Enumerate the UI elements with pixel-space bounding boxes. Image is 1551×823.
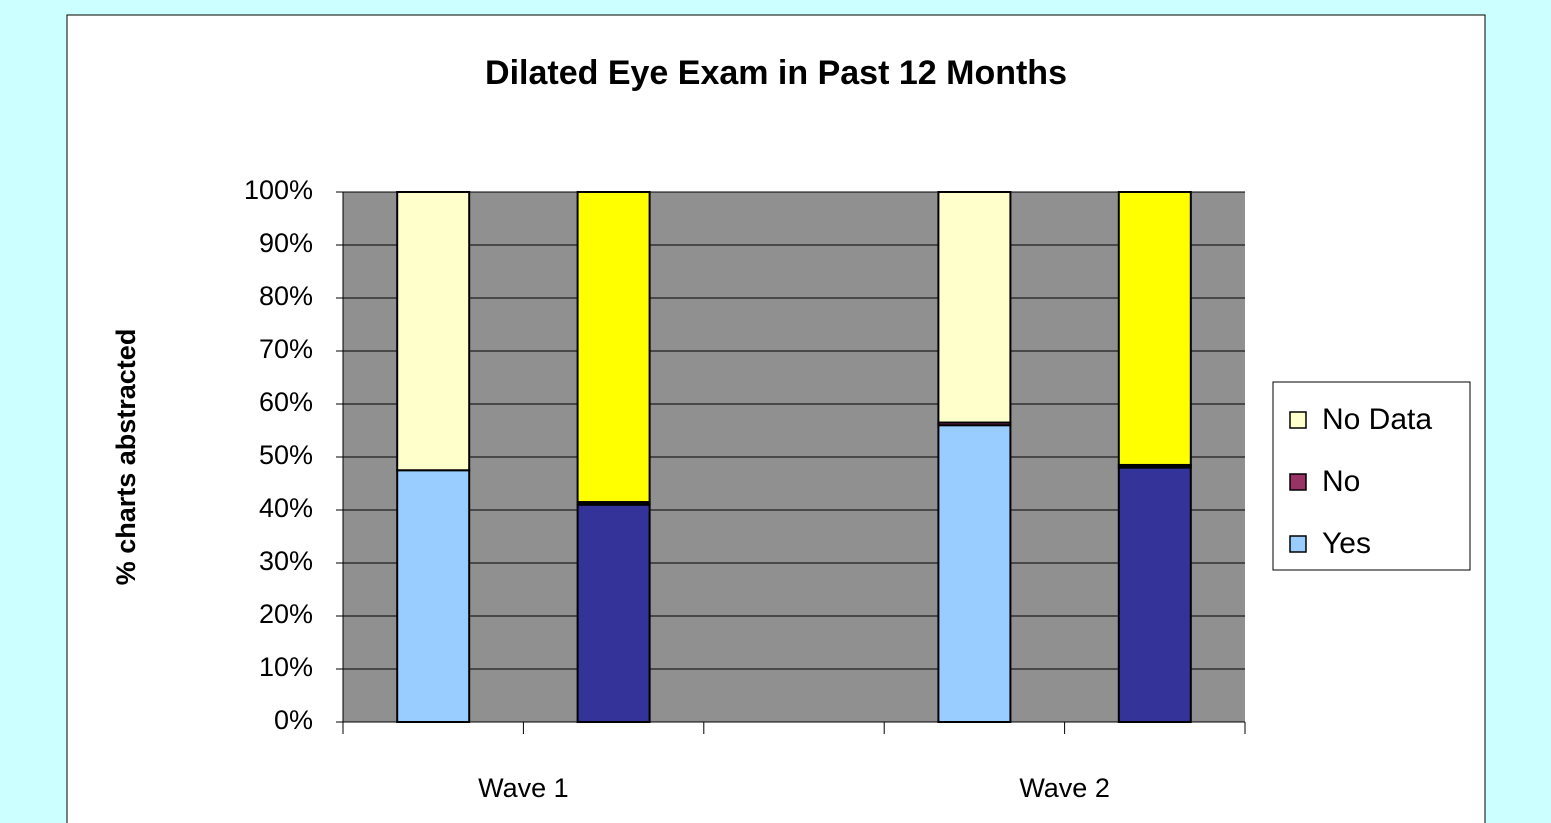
y-axis-title: % charts abstracted: [111, 329, 141, 586]
legend-label: No: [1322, 465, 1360, 498]
legend-swatch: [1289, 411, 1307, 429]
y-tick-label: 10%: [259, 652, 313, 682]
legend-swatch: [1289, 473, 1307, 491]
y-tick-label: 60%: [259, 387, 313, 417]
bar-segment: [1117, 466, 1192, 723]
y-tick-label: 0%: [274, 705, 313, 735]
y-tick-label: 50%: [259, 440, 313, 470]
legend-swatch: [1289, 535, 1307, 553]
x-tick-label: Wave 1: [478, 773, 569, 803]
chart-title: Dilated Eye Exam in Past 12 Months: [485, 54, 1067, 92]
bar-segment: [937, 424, 1012, 723]
y-tick-label: 100%: [244, 175, 313, 205]
legend-label: No Data: [1322, 403, 1432, 436]
y-tick-label: 70%: [259, 334, 313, 364]
y-tick-label: 40%: [259, 493, 313, 523]
legend-label: Yes: [1322, 527, 1371, 560]
y-tick-label: 30%: [259, 546, 313, 576]
x-tick-label: Wave 2: [1019, 773, 1110, 803]
bar-segment: [396, 191, 471, 472]
y-tick-label: 80%: [259, 281, 313, 311]
bar-segment: [396, 469, 471, 723]
bar-segment: [576, 503, 651, 724]
bar-segment: [1117, 191, 1192, 466]
y-tick-label: 20%: [259, 599, 313, 629]
y-tick-label: 90%: [259, 228, 313, 258]
bar-segment: [937, 191, 1012, 424]
bar-segment: [576, 191, 651, 504]
